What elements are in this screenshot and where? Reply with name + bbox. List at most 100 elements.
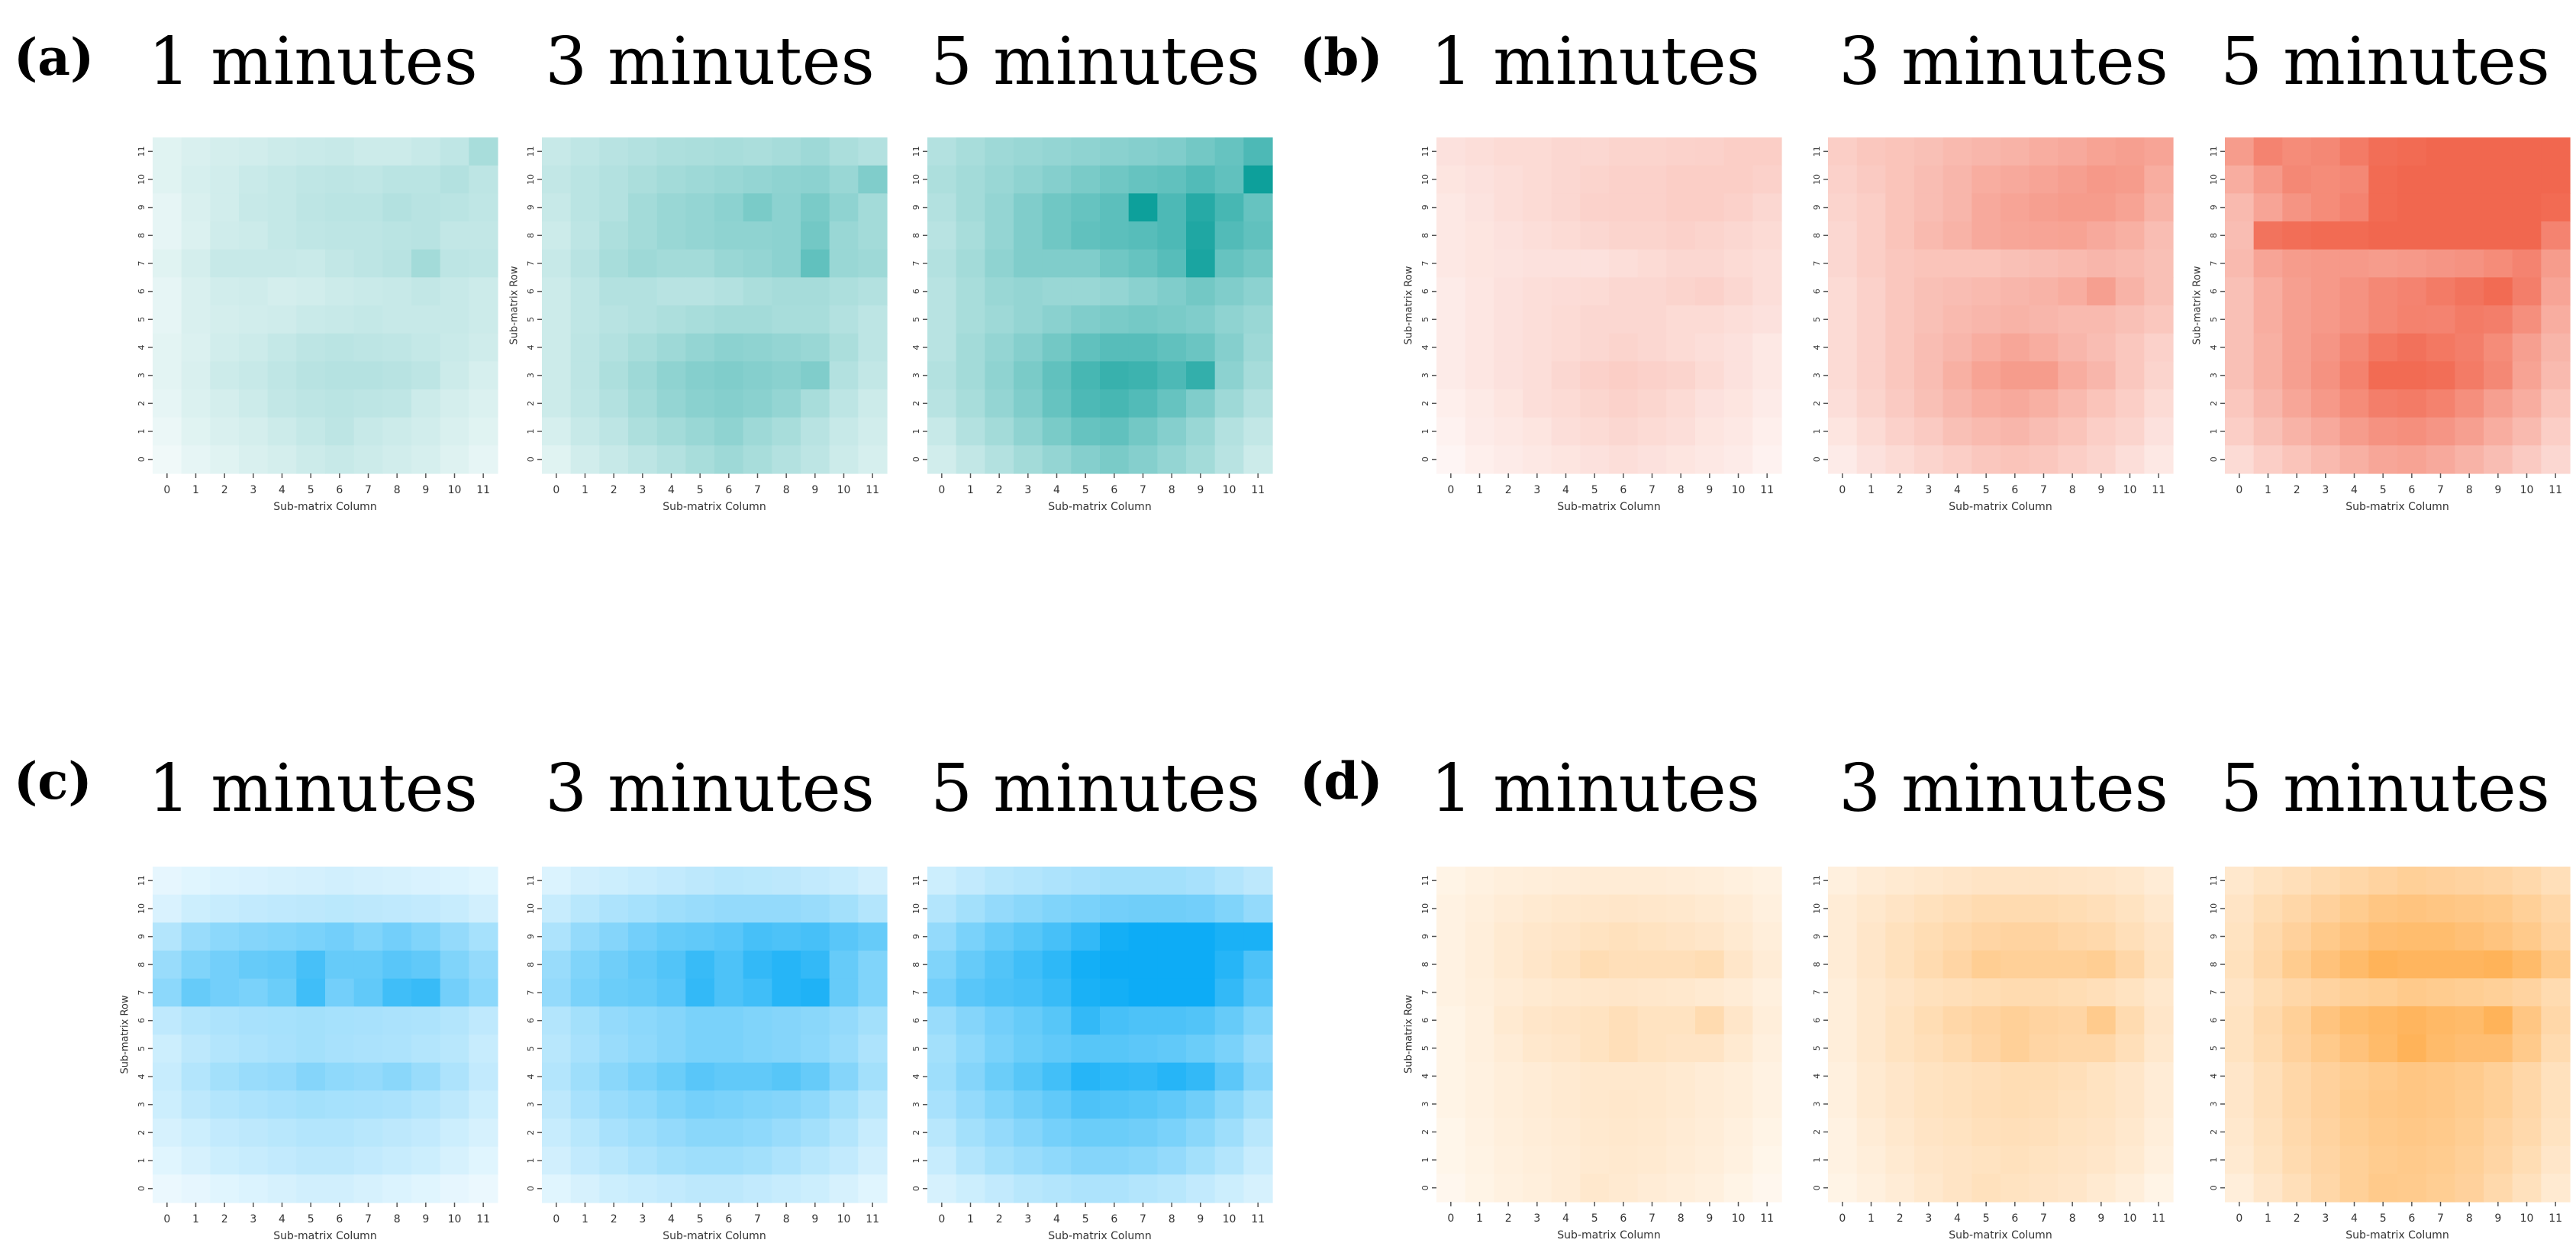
heatmap-cell-b-2-r1-c9 — [2484, 165, 2513, 194]
heatmap-cell-a-1-r6-c1 — [570, 305, 600, 334]
heatmap-cell-b-0-r1-c11 — [1752, 165, 1782, 194]
heatmap-cell-b-2-r4-c7 — [2426, 249, 2455, 278]
heatmap-cell-d-1-r6-c5 — [1971, 1034, 2001, 1063]
heatmap-cell-c-1-r2-c5 — [685, 922, 715, 951]
heatmap-cell-c-0-r11-c10 — [440, 1174, 469, 1203]
heatmap-cell-c-1-r11-c0 — [542, 1174, 572, 1203]
heatmap-cell-a-2-r6-c0 — [927, 305, 957, 334]
heatmap-cell-d-0-r5-c4 — [1551, 1006, 1581, 1035]
heatmap-cell-a-0-r1-c8 — [382, 165, 412, 194]
x-tick-label-b-1-8: 8 — [2069, 484, 2076, 496]
heatmap-cell-c-2-r10-c9 — [1186, 1146, 1216, 1175]
heatmap-cell-a-2-r9-c5 — [1071, 389, 1101, 418]
heatmap-cell-a-2-r11-c9 — [1186, 445, 1216, 474]
y-tick-label-b-0-7: 4 — [1420, 345, 1430, 350]
heatmap-cell-b-2-r5-c4 — [2339, 277, 2369, 306]
heatmap-cell-b-1-r0-c9 — [2087, 137, 2117, 166]
heatmap-cell-d-1-r5-c2 — [1885, 1006, 1915, 1035]
heatmap-cell-c-0-r3-c10 — [440, 951, 469, 980]
heatmap-cell-a-2-r0-c5 — [1071, 137, 1101, 166]
heatmap-cell-a-1-r5-c2 — [599, 277, 629, 306]
heatmap-cell-d-1-r10-c0 — [1828, 1145, 1858, 1175]
heatmap-cell-d-2-r7-c1 — [2253, 1062, 2283, 1091]
heatmap-cell-c-0-r5-c5 — [296, 1006, 326, 1035]
x-axis-label-c-0: Sub-matrix Column — [273, 1230, 376, 1242]
heatmap-cell-b-0-r8-c10 — [1723, 361, 1753, 390]
heatmap-cell-a-0-r7-c1 — [181, 333, 211, 362]
heatmap-cell-d-0-r7-c11 — [1752, 1062, 1782, 1091]
heatmap-cell-d-2-r2-c9 — [2484, 922, 2513, 951]
heatmap-cell-c-0-r7-c11 — [469, 1062, 498, 1091]
y-tick-label-a-0-0: 11 — [137, 146, 147, 157]
heatmap-cell-c-2-r0-c10 — [1214, 867, 1244, 896]
heatmap-cell-d-0-r8-c1 — [1465, 1090, 1494, 1119]
heatmap-cell-d-1-r6-c9 — [2087, 1034, 2117, 1063]
heatmap-cell-c-2-r4-c6 — [1100, 978, 1130, 1007]
heatmap-cell-d-1-r1-c10 — [2115, 894, 2145, 923]
heatmap-cell-c-1-r7-c0 — [542, 1062, 572, 1091]
heatmap-cell-a-2-r9-c10 — [1214, 389, 1244, 418]
heatmap-cell-d-1-r2-c2 — [1885, 922, 1915, 951]
heatmap-cell-b-2-r8-c0 — [2225, 361, 2255, 390]
heatmap-cell-b-0-r2-c1 — [1465, 193, 1494, 222]
x-tick-label-c-1-4: 4 — [668, 1213, 675, 1225]
y-tick-label-c-0-9: 2 — [137, 1130, 147, 1135]
y-tick-label-a-1-6: 5 — [526, 317, 536, 322]
heatmap-cell-a-2-r10-c9 — [1186, 417, 1216, 446]
heatmap-cell-d-2-r1-c7 — [2426, 894, 2455, 923]
x-tick-label-c-2-10: 10 — [1223, 1213, 1236, 1225]
heatmap-cell-b-2-r3-c9 — [2484, 221, 2513, 250]
y-tick-label-c-0-3: 8 — [137, 962, 147, 967]
heatmap-cell-d-1-r8-c3 — [1914, 1090, 1944, 1119]
heatmap-cell-a-2-r0-c2 — [985, 137, 1014, 166]
x-tick-label-b-1-4: 4 — [1954, 484, 1961, 496]
heatmap-cell-c-1-r3-c0 — [542, 951, 572, 980]
heatmap-cell-b-0-r8-c3 — [1523, 361, 1552, 390]
heatmap-cell-b-2-r5-c1 — [2253, 277, 2283, 306]
heatmap-cell-b-0-r10-c2 — [1494, 417, 1523, 446]
heatmap-cell-b-2-r4-c3 — [2311, 249, 2341, 278]
heatmap-cell-c-1-r2-c1 — [570, 922, 600, 951]
heatmap-cell-d-1-r11-c8 — [2058, 1174, 2088, 1203]
heatmap-cell-b-1-r8-c8 — [2058, 361, 2088, 390]
y-tick-label-c-0-6: 5 — [137, 1046, 147, 1051]
heatmap-cell-a-1-r8-c2 — [599, 361, 629, 390]
heatmap-cell-a-1-r11-c5 — [685, 445, 715, 474]
heatmap-cell-b-1-r7-c4 — [1942, 333, 1972, 362]
heatmap-cell-a-1-r8-c1 — [570, 361, 600, 390]
heatmap-cell-a-2-r4-c3 — [1014, 249, 1043, 278]
heatmap-cell-c-0-r4-c0 — [153, 978, 182, 1007]
heatmap-cell-b-2-r3-c11 — [2541, 221, 2571, 250]
heatmap-cell-a-1-r4-c5 — [685, 249, 715, 278]
y-tick-label-d-2-7: 4 — [2209, 1074, 2219, 1079]
heatmap-cell-a-1-r5-c11 — [858, 277, 888, 306]
y-tick-label-b-0-2: 9 — [1420, 205, 1430, 210]
heatmap-cell-c-0-r7-c2 — [210, 1062, 240, 1091]
x-tick-label-d-1-8: 8 — [2069, 1212, 2076, 1225]
heatmap-cell-c-0-r10-c3 — [239, 1146, 269, 1175]
heatmap-cell-d-2-r5-c4 — [2339, 1006, 2369, 1035]
heatmap-cell-c-0-r8-c2 — [210, 1090, 240, 1119]
x-tick-label-a-2-8: 8 — [1169, 484, 1175, 496]
heatmap-cell-c-0-r0-c0 — [153, 867, 182, 896]
heatmap-cell-a-2-r3-c1 — [956, 221, 985, 250]
heatmap-cell-c-1-r11-c3 — [628, 1174, 658, 1203]
heatmap-cell-d-2-r9-c3 — [2311, 1118, 2341, 1147]
heatmap-cell-c-1-r0-c10 — [829, 867, 859, 896]
heatmap-cell-d-2-r4-c2 — [2282, 978, 2312, 1007]
heatmap-cell-d-1-r11-c3 — [1914, 1174, 1944, 1203]
heatmap-cell-a-0-r5-c1 — [181, 277, 211, 306]
heatmap-cell-d-1-r0-c8 — [2058, 867, 2088, 896]
heatmap-cell-a-2-r7-c0 — [927, 333, 957, 362]
heatmap-cell-d-2-r7-c5 — [2368, 1062, 2398, 1091]
heatmap-cell-b-0-r9-c0 — [1436, 389, 1466, 418]
heatmap-cell-b-1-r11-c4 — [1942, 445, 1972, 474]
heatmap-cell-b-2-r10-c5 — [2368, 417, 2398, 446]
heatmap-cell-c-0-r7-c8 — [382, 1062, 412, 1091]
heatmap-cell-a-1-r11-c6 — [714, 445, 744, 474]
heatmap-cell-c-1-r6-c11 — [858, 1035, 888, 1064]
heatmap-cell-a-2-r0-c4 — [1042, 137, 1072, 166]
heatmap-cell-a-1-r5-c6 — [714, 277, 744, 306]
heatmap-cell-a-2-r7-c3 — [1014, 333, 1043, 362]
heatmap-cell-c-2-r0-c9 — [1186, 867, 1216, 896]
